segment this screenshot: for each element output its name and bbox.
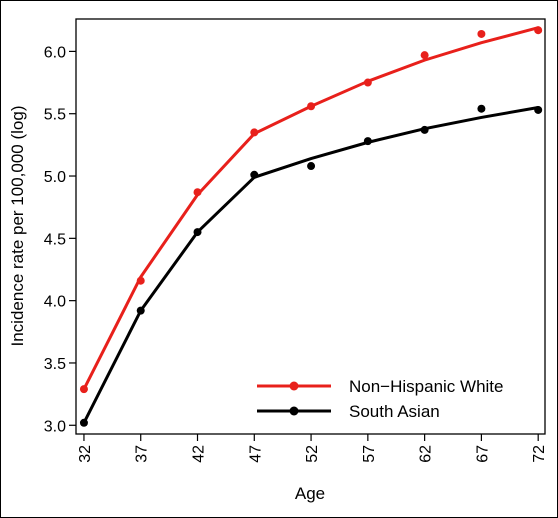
series-point bbox=[307, 162, 316, 171]
series-point bbox=[136, 276, 145, 285]
series-point bbox=[193, 228, 202, 237]
series-point bbox=[193, 188, 202, 197]
legend-marker-south-asian bbox=[289, 406, 299, 416]
x-tick-label: 67 bbox=[474, 445, 491, 463]
x-axis: 32 37 42 47 52 57 62 67 72 bbox=[77, 434, 548, 463]
series-line bbox=[82, 105, 540, 425]
series-point bbox=[79, 385, 88, 394]
series-point bbox=[136, 306, 145, 315]
series-point bbox=[534, 26, 543, 35]
series-layer bbox=[79, 26, 543, 427]
x-tick-label: 52 bbox=[304, 445, 321, 463]
x-tick-label: 37 bbox=[134, 445, 151, 463]
x-tick-label: 47 bbox=[247, 445, 264, 463]
series-point bbox=[363, 78, 372, 87]
y-tick-label: 3.0 bbox=[44, 418, 66, 435]
y-tick-label: 6.0 bbox=[44, 44, 66, 61]
x-tick-label: 42 bbox=[191, 445, 208, 463]
series-point bbox=[477, 29, 486, 38]
y-tick-label: 3.5 bbox=[44, 356, 66, 373]
legend-label-south-asian: South Asian bbox=[349, 402, 440, 421]
series-point bbox=[420, 125, 429, 134]
legend: Non−Hispanic White South Asian bbox=[257, 377, 504, 421]
x-tick-label: 57 bbox=[361, 445, 378, 463]
series-point bbox=[79, 418, 88, 427]
series-point bbox=[363, 137, 372, 146]
series-point bbox=[477, 104, 486, 113]
y-tick-label: 4.0 bbox=[44, 294, 66, 311]
x-tick-label: 72 bbox=[531, 445, 548, 463]
x-tick-label: 62 bbox=[418, 445, 435, 463]
legend-label-white: Non−Hispanic White bbox=[349, 377, 504, 396]
x-axis-label: Age bbox=[295, 484, 325, 503]
y-tick-label: 5.0 bbox=[44, 169, 66, 186]
series-point bbox=[307, 102, 316, 111]
plot-frame bbox=[75, 18, 546, 435]
series-point bbox=[250, 170, 259, 179]
x-tick-label: 32 bbox=[77, 445, 94, 463]
y-axis: 3.0 3.5 4.0 4.5 5.0 5.5 6.0 bbox=[44, 44, 76, 435]
series-point bbox=[420, 51, 429, 60]
series-point bbox=[250, 128, 259, 137]
y-tick-label: 4.5 bbox=[44, 231, 66, 248]
legend-marker-white bbox=[289, 381, 299, 391]
series-line bbox=[82, 26, 540, 391]
y-axis-label: Incidence rate per 100,000 (log) bbox=[8, 106, 27, 347]
series-point bbox=[534, 105, 543, 114]
y-tick-label: 5.5 bbox=[44, 107, 66, 124]
